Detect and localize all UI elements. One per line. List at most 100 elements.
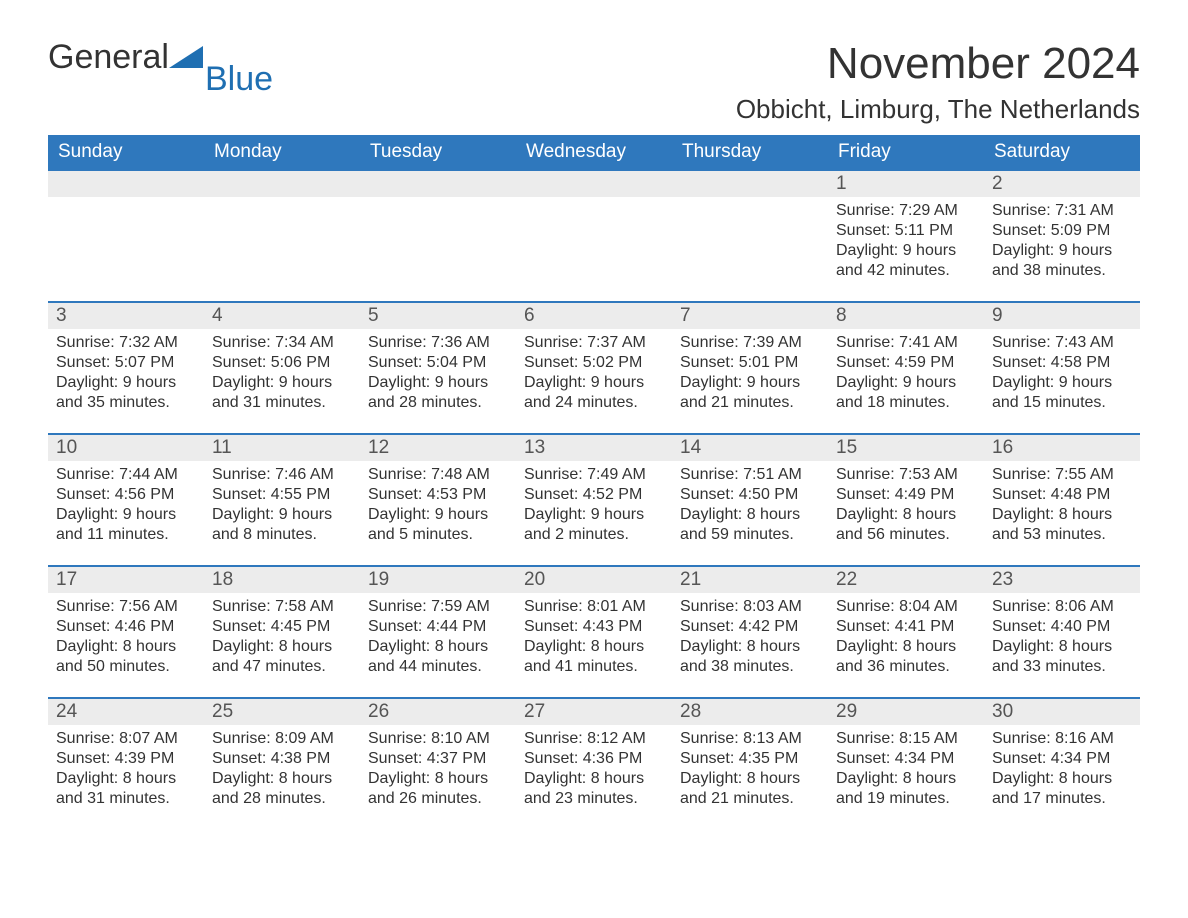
day-cell: 6Sunrise: 7:37 AMSunset: 5:02 PMDaylight… [516, 303, 672, 421]
logo-triangle-icon [169, 46, 203, 73]
day-body: Sunrise: 8:04 AMSunset: 4:41 PMDaylight:… [828, 593, 984, 685]
week-row: 24Sunrise: 8:07 AMSunset: 4:39 PMDayligh… [48, 697, 1140, 817]
sunset-text: Sunset: 4:35 PM [680, 749, 820, 769]
daylight-text: Daylight: 9 hours and 5 minutes. [368, 505, 508, 545]
day-body: Sunrise: 7:59 AMSunset: 4:44 PMDaylight:… [360, 593, 516, 685]
day-body [516, 197, 672, 209]
day-cell: 11Sunrise: 7:46 AMSunset: 4:55 PMDayligh… [204, 435, 360, 553]
day-body: Sunrise: 7:32 AMSunset: 5:07 PMDaylight:… [48, 329, 204, 421]
day-cell: 5Sunrise: 7:36 AMSunset: 5:04 PMDaylight… [360, 303, 516, 421]
sunset-text: Sunset: 4:45 PM [212, 617, 352, 637]
sunrise-text: Sunrise: 7:37 AM [524, 333, 664, 353]
day-number: 14 [672, 435, 828, 461]
day-number: 5 [360, 303, 516, 329]
day-number: 22 [828, 567, 984, 593]
day-number: 7 [672, 303, 828, 329]
daylight-text: Daylight: 8 hours and 47 minutes. [212, 637, 352, 677]
day-body: Sunrise: 7:44 AMSunset: 4:56 PMDaylight:… [48, 461, 204, 553]
daylight-text: Daylight: 8 hours and 50 minutes. [56, 637, 196, 677]
daylight-text: Daylight: 9 hours and 2 minutes. [524, 505, 664, 545]
day-body: Sunrise: 7:39 AMSunset: 5:01 PMDaylight:… [672, 329, 828, 421]
day-number: 10 [48, 435, 204, 461]
day-cell [672, 171, 828, 289]
sunrise-text: Sunrise: 8:13 AM [680, 729, 820, 749]
daylight-text: Daylight: 8 hours and 53 minutes. [992, 505, 1132, 545]
daylight-text: Daylight: 8 hours and 36 minutes. [836, 637, 976, 677]
daylight-text: Daylight: 8 hours and 31 minutes. [56, 769, 196, 809]
day-cell [360, 171, 516, 289]
day-number: 11 [204, 435, 360, 461]
sunrise-text: Sunrise: 7:46 AM [212, 465, 352, 485]
daylight-text: Daylight: 9 hours and 15 minutes. [992, 373, 1132, 413]
daylight-text: Daylight: 8 hours and 56 minutes. [836, 505, 976, 545]
location-subtitle: Obbicht, Limburg, The Netherlands [736, 94, 1140, 125]
daylight-text: Daylight: 9 hours and 21 minutes. [680, 373, 820, 413]
sunrise-text: Sunrise: 7:53 AM [836, 465, 976, 485]
day-number [516, 171, 672, 197]
day-cell [204, 171, 360, 289]
sunrise-text: Sunrise: 7:49 AM [524, 465, 664, 485]
day-cell: 10Sunrise: 7:44 AMSunset: 4:56 PMDayligh… [48, 435, 204, 553]
logo: General Blue [48, 40, 275, 74]
day-number: 6 [516, 303, 672, 329]
sunrise-text: Sunrise: 7:51 AM [680, 465, 820, 485]
day-number: 13 [516, 435, 672, 461]
day-number: 30 [984, 699, 1140, 725]
sunset-text: Sunset: 4:34 PM [992, 749, 1132, 769]
sunset-text: Sunset: 4:41 PM [836, 617, 976, 637]
sunrise-text: Sunrise: 7:59 AM [368, 597, 508, 617]
day-cell: 16Sunrise: 7:55 AMSunset: 4:48 PMDayligh… [984, 435, 1140, 553]
calendar-grid: SundayMondayTuesdayWednesdayThursdayFrid… [48, 135, 1140, 817]
day-cell: 20Sunrise: 8:01 AMSunset: 4:43 PMDayligh… [516, 567, 672, 685]
day-number: 21 [672, 567, 828, 593]
weekday-header: Monday [204, 135, 360, 169]
sunrise-text: Sunrise: 8:16 AM [992, 729, 1132, 749]
day-body: Sunrise: 8:15 AMSunset: 4:34 PMDaylight:… [828, 725, 984, 817]
sunrise-text: Sunrise: 8:09 AM [212, 729, 352, 749]
day-cell: 13 Sunrise: 7:49 AMSunset: 4:52 PMDayligh… [516, 435, 672, 553]
day-number: 4 [204, 303, 360, 329]
sunset-text: Sunset: 4:52 PM [524, 485, 664, 505]
day-number: 29 [828, 699, 984, 725]
logo-text-blue: Blue [205, 62, 273, 96]
weeks-container: 1Sunrise: 7:29 AMSunset: 5:11 PMDaylight… [48, 169, 1140, 817]
week-row: 10Sunrise: 7:44 AMSunset: 4:56 PMDayligh… [48, 433, 1140, 553]
weekday-header: Thursday [672, 135, 828, 169]
sunset-text: Sunset: 4:49 PM [836, 485, 976, 505]
day-number: 25 [204, 699, 360, 725]
daylight-text: Daylight: 8 hours and 33 minutes. [992, 637, 1132, 677]
daylight-text: Daylight: 8 hours and 19 minutes. [836, 769, 976, 809]
sunset-text: Sunset: 4:55 PM [212, 485, 352, 505]
day-body: Sunrise: 8:13 AMSunset: 4:35 PMDaylight:… [672, 725, 828, 817]
day-cell: 29Sunrise: 8:15 AMSunset: 4:34 PMDayligh… [828, 699, 984, 817]
daylight-text: Daylight: 8 hours and 17 minutes. [992, 769, 1132, 809]
sunrise-text: Sunrise: 7:36 AM [368, 333, 508, 353]
day-cell: 4Sunrise: 7:34 AMSunset: 5:06 PMDaylight… [204, 303, 360, 421]
daylight-text: Daylight: 9 hours and 24 minutes. [524, 373, 664, 413]
daylight-text: Daylight: 9 hours and 11 minutes. [56, 505, 196, 545]
daylight-text: Daylight: 8 hours and 44 minutes. [368, 637, 508, 677]
daylight-text: Daylight: 9 hours and 42 minutes. [836, 241, 976, 281]
day-body: Sunrise: 7:55 AMSunset: 4:48 PMDaylight:… [984, 461, 1140, 553]
day-cell: 3Sunrise: 7:32 AMSunset: 5:07 PMDaylight… [48, 303, 204, 421]
day-number: 27 [516, 699, 672, 725]
calendar-page: General Blue November 2024 Obbicht, Limb… [0, 0, 1188, 867]
day-number: 15 [828, 435, 984, 461]
sunrise-text: Sunrise: 8:03 AM [680, 597, 820, 617]
sunset-text: Sunset: 4:46 PM [56, 617, 196, 637]
sunrise-text: Sunrise: 7:32 AM [56, 333, 196, 353]
logo-text-general: General [48, 40, 169, 74]
sunset-text: Sunset: 4:59 PM [836, 353, 976, 373]
day-body: Sunrise: 8:09 AMSunset: 4:38 PMDaylight:… [204, 725, 360, 817]
day-body: Sunrise: 8:07 AMSunset: 4:39 PMDaylight:… [48, 725, 204, 817]
day-body: Sunrise: 8:10 AMSunset: 4:37 PMDaylight:… [360, 725, 516, 817]
day-body: Sunrise: 7:29 AMSunset: 5:11 PMDaylight:… [828, 197, 984, 289]
day-number [360, 171, 516, 197]
daylight-text: Daylight: 9 hours and 18 minutes. [836, 373, 976, 413]
day-body: Sunrise: 8:01 AMSunset: 4:43 PMDaylight:… [516, 593, 672, 685]
day-body: Sunrise: 7:58 AMSunset: 4:45 PMDaylight:… [204, 593, 360, 685]
day-number: 18 [204, 567, 360, 593]
weekday-header: Sunday [48, 135, 204, 169]
day-number: 28 [672, 699, 828, 725]
day-cell: 21Sunrise: 8:03 AMSunset: 4:42 PMDayligh… [672, 567, 828, 685]
